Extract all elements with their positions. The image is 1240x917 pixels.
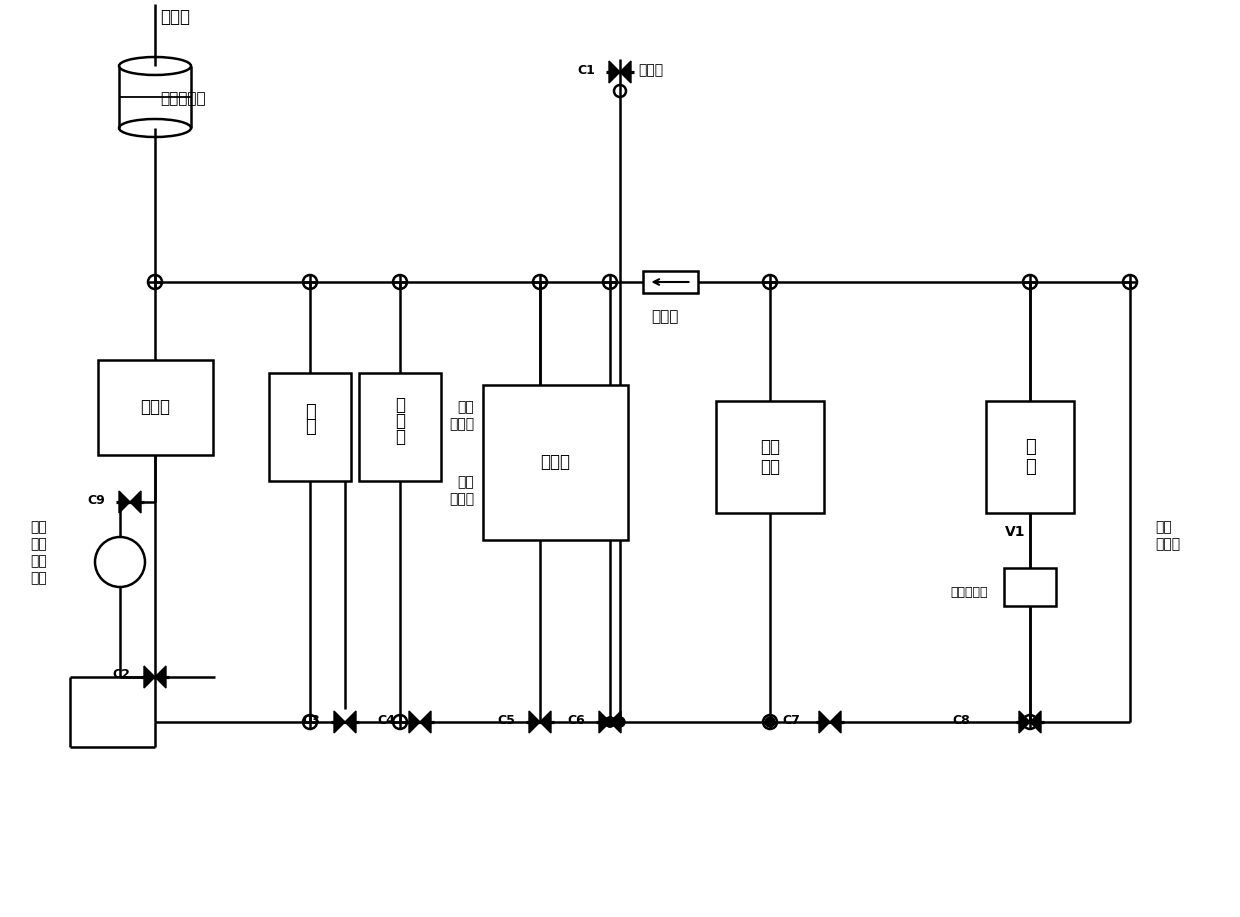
Polygon shape — [818, 711, 830, 733]
Text: 度: 度 — [305, 418, 315, 436]
Text: 备用: 备用 — [30, 520, 47, 534]
Polygon shape — [620, 61, 631, 83]
Text: 载气: 载气 — [458, 475, 475, 489]
Polygon shape — [155, 666, 166, 688]
Text: 出气口: 出气口 — [449, 417, 475, 431]
Text: V1: V1 — [1004, 525, 1025, 539]
Text: 载气: 载气 — [458, 400, 475, 414]
Text: 三通: 三通 — [1154, 520, 1172, 534]
Polygon shape — [409, 711, 420, 733]
Text: 气体处理器: 气体处理器 — [160, 92, 206, 106]
Text: C8: C8 — [952, 713, 970, 726]
Text: C4: C4 — [377, 713, 396, 726]
Text: C1: C1 — [577, 63, 595, 76]
Text: 抽真: 抽真 — [30, 554, 47, 568]
Text: C5: C5 — [497, 713, 515, 726]
Text: 真空泵: 真空泵 — [140, 398, 170, 416]
Text: 仪: 仪 — [396, 428, 405, 446]
Polygon shape — [334, 711, 345, 733]
Text: C6: C6 — [567, 713, 585, 726]
Polygon shape — [599, 711, 610, 733]
Text: 试: 试 — [1024, 438, 1035, 456]
Polygon shape — [539, 711, 551, 733]
Text: 湿: 湿 — [305, 403, 315, 421]
Bar — [642, 271, 698, 293]
Text: 出气口: 出气口 — [160, 8, 190, 26]
Bar — [1004, 568, 1056, 606]
Polygon shape — [144, 666, 155, 688]
Polygon shape — [1030, 711, 1042, 733]
Polygon shape — [119, 491, 130, 513]
Circle shape — [605, 717, 615, 727]
Polygon shape — [609, 61, 620, 83]
Text: C7: C7 — [782, 713, 800, 726]
Text: 电磁阀: 电磁阀 — [1154, 537, 1180, 551]
Text: 度: 度 — [396, 412, 405, 430]
Text: C3: C3 — [303, 713, 320, 726]
Text: C9: C9 — [87, 493, 105, 506]
Circle shape — [765, 717, 775, 727]
Polygon shape — [529, 711, 539, 733]
Text: 管: 管 — [1024, 458, 1035, 476]
Text: 分解: 分解 — [760, 438, 780, 456]
Circle shape — [615, 717, 625, 727]
Bar — [986, 401, 1074, 513]
Text: 进气口: 进气口 — [639, 63, 663, 77]
Circle shape — [605, 717, 615, 727]
Text: 单向阀: 单向阀 — [651, 310, 678, 325]
Text: 外接: 外接 — [30, 537, 47, 551]
Text: C2: C2 — [112, 668, 130, 681]
Text: 色谱仪: 色谱仪 — [539, 453, 570, 471]
Text: 空口: 空口 — [30, 571, 47, 585]
Text: 进气口: 进气口 — [449, 492, 475, 506]
Polygon shape — [1019, 711, 1030, 733]
Bar — [360, 373, 441, 481]
Polygon shape — [830, 711, 841, 733]
Polygon shape — [130, 491, 141, 513]
Text: 产物: 产物 — [760, 458, 780, 476]
Polygon shape — [345, 711, 356, 733]
Polygon shape — [610, 711, 621, 733]
Text: 质量流量阀: 质量流量阀 — [950, 585, 987, 599]
Bar — [715, 401, 825, 513]
Text: 纯: 纯 — [396, 396, 405, 414]
Polygon shape — [420, 711, 432, 733]
Bar — [98, 359, 212, 455]
Bar — [269, 373, 351, 481]
Bar — [482, 384, 627, 539]
